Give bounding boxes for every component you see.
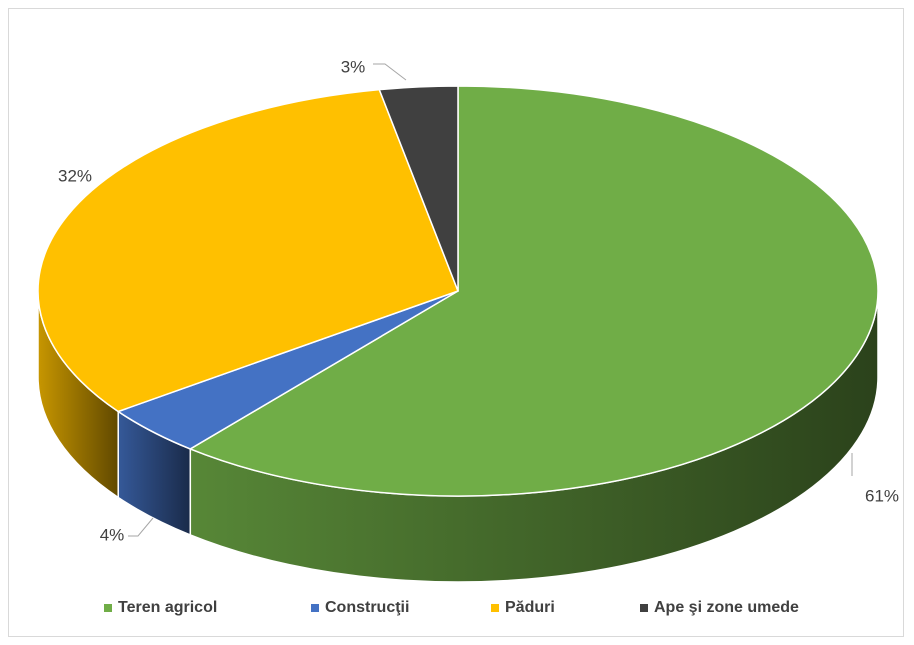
data-label-teren-agricol: 61% bbox=[865, 486, 899, 505]
legend: Teren agricol Construcţii Păduri Ape şi zon… bbox=[104, 599, 799, 616]
data-label-ape-si-zone-umede: 3% bbox=[341, 57, 366, 76]
legend-swatch-constructii bbox=[311, 604, 319, 612]
pie-slice-paduri[interactable] bbox=[37, 88, 459, 413]
legend-label-constructii: Construcţii bbox=[325, 599, 409, 616]
legend-label-ape-si-zone-umede: Ape şi zone umede bbox=[654, 599, 799, 616]
data-labels: 61% 4% 32% 3% bbox=[58, 57, 899, 544]
pie-slice-ape-si-zone-umede[interactable] bbox=[378, 85, 459, 292]
legend-item-paduri[interactable]: Păduri bbox=[491, 599, 555, 616]
leader-line-ape-si-zone-umede bbox=[373, 63, 407, 81]
legend-label-teren-agricol: Teren agricol bbox=[118, 599, 217, 616]
pie-slice-teren-agricol[interactable] bbox=[188, 85, 879, 497]
legend-label-paduri: Păduri bbox=[505, 599, 555, 616]
pie-slices bbox=[37, 85, 879, 497]
legend-item-ape-si-zone-umede[interactable]: Ape şi zone umede bbox=[640, 599, 799, 616]
leader-line-constructii bbox=[128, 517, 154, 537]
legend-item-teren-agricol[interactable]: Teren agricol bbox=[104, 599, 217, 616]
legend-item-constructii[interactable]: Construcţii bbox=[311, 599, 409, 616]
data-label-constructii: 4% bbox=[100, 525, 125, 544]
legend-swatch-paduri bbox=[491, 604, 499, 612]
legend-swatch-teren-agricol bbox=[104, 604, 112, 612]
data-label-paduri: 32% bbox=[58, 166, 92, 185]
legend-swatch-ape-si-zone-umede bbox=[640, 604, 648, 612]
